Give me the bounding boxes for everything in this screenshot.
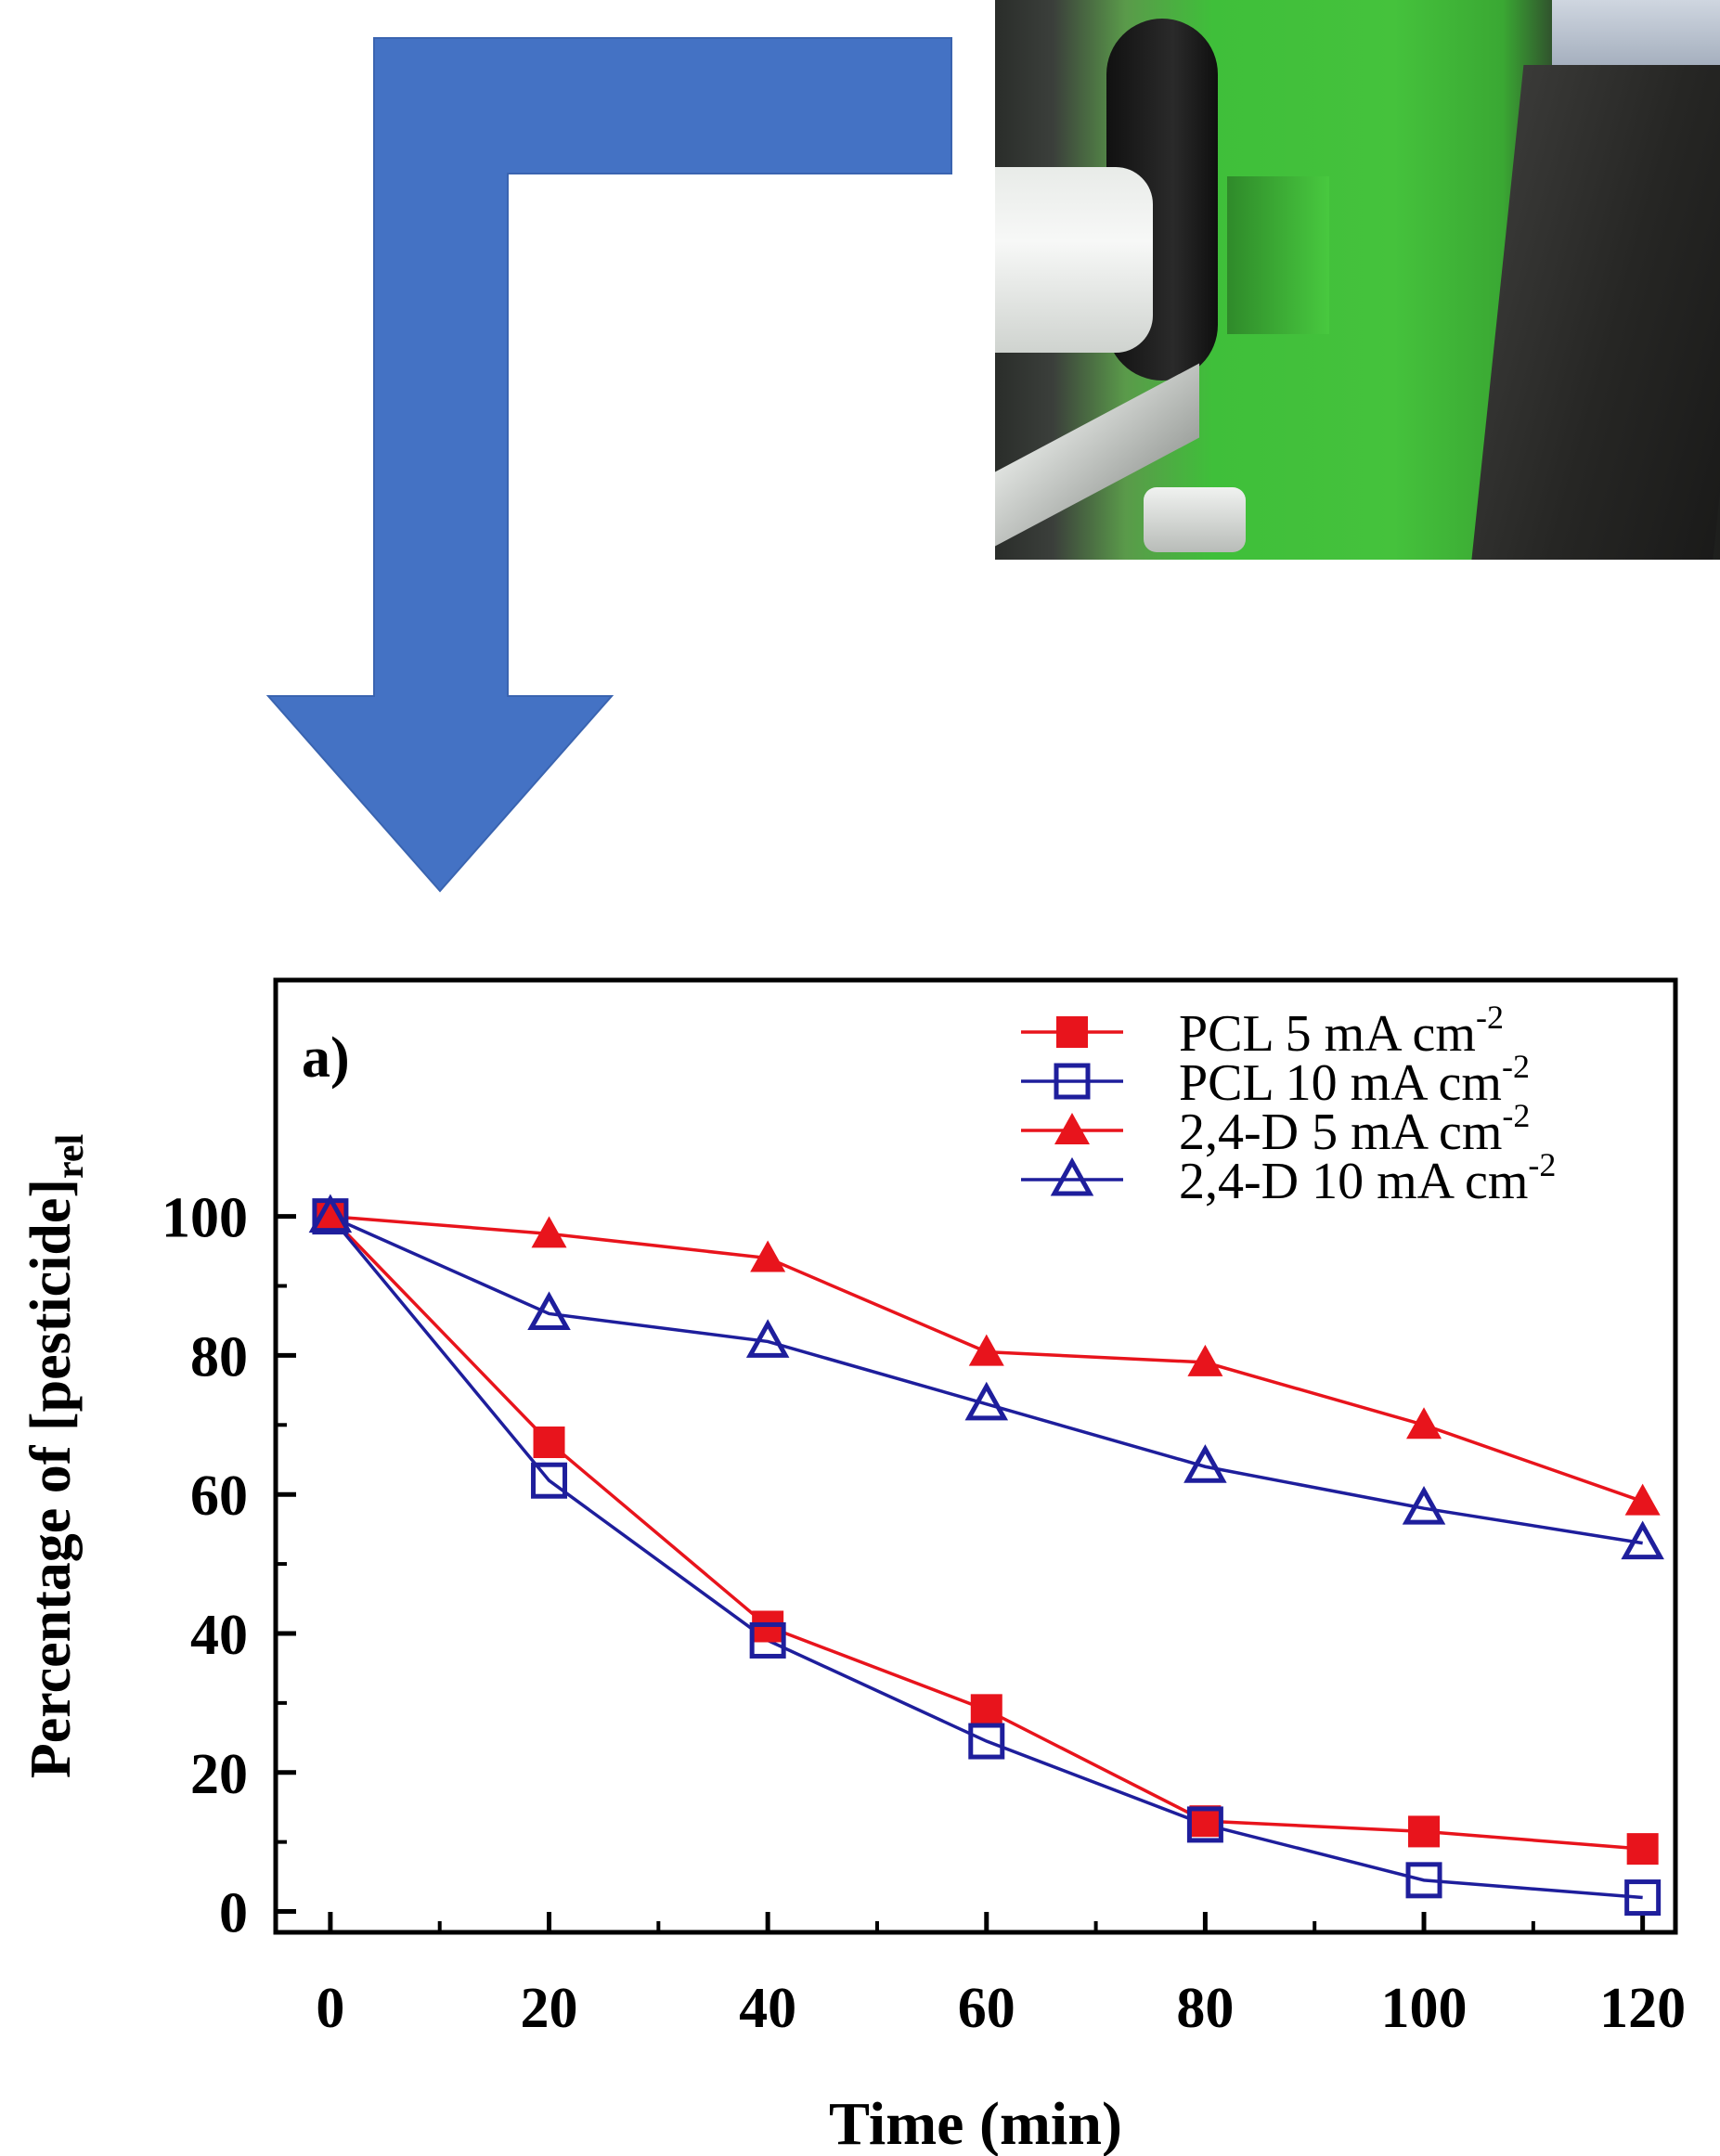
data-point-series-3 [964,1381,1009,1421]
legend-label-superscript: -2 [1476,999,1504,1036]
photo-white-pipe [995,167,1153,353]
series-line-0 [329,1215,1643,1851]
legend-marker [1054,1113,1090,1144]
y-tick-label: 40 [190,1604,248,1667]
data-point-series-1 [531,1462,568,1499]
y-axis-label-main: Percentage of [pesticide] [19,1179,83,1778]
legend-marker [1056,1016,1088,1048]
x-tick-label: 20 [521,1977,578,2040]
data-point-series-2 [750,1240,786,1272]
legend-label-text: PCL 5 mA cm [1179,1005,1476,1063]
legend-label-superscript: -2 [1502,1097,1530,1134]
legend-label: 2,4-D 10 mA cm-2 [1179,1146,1556,1210]
legend-label-superscript: -2 [1528,1146,1556,1183]
x-axis-label: Time (min) [829,2090,1122,2156]
data-point-series-3 [527,1291,571,1330]
x-tick-label: 60 [958,1977,1015,2040]
data-point-series-3 [1402,1486,1446,1525]
x-tick-label: 40 [739,1977,796,2040]
bent-arrow-shape [265,37,952,893]
legend-label: PCL 5 mA cm-2 [1179,999,1504,1063]
data-point-series-3 [1183,1444,1227,1483]
data-point-series-2 [531,1216,567,1248]
legend-marker [1050,1156,1094,1196]
y-axis-label-sub: rel [49,1134,92,1179]
data-point-series-0 [970,1694,1002,1726]
data-point-series-3 [308,1194,353,1233]
data-point-series-1 [1624,1879,1662,1917]
y-axis-label: Percentage of [pesticide]rel [19,1134,92,1778]
data-point-series-0 [1408,1815,1441,1848]
series-line-3 [330,1215,1643,1545]
legend-label: PCL 10 mA cm-2 [1179,1048,1530,1112]
data-point-series-2 [1187,1344,1223,1376]
data-point-series-0 [533,1427,565,1459]
series-lines [329,1214,1644,1900]
y-tick-label: 100 [162,1187,248,1250]
data-point-series-2 [1406,1407,1442,1439]
machine-photo [995,0,1720,560]
x-tick-label: 100 [1381,1977,1468,2040]
data-point-series-2 [968,1334,1004,1366]
data-point-series-3 [1621,1520,1664,1560]
photo-green-slot [1227,176,1329,334]
panel-label: a) [302,1026,350,1090]
legend-label-superscript: -2 [1502,1048,1530,1085]
series-markers [308,1194,1664,1917]
data-point-series-0 [1626,1833,1659,1866]
y-tick-label: 0 [219,1882,248,1945]
legend-label-text: PCL 10 mA cm [1179,1054,1502,1112]
data-point-series-2 [312,1198,348,1231]
y-tick-label: 60 [190,1465,248,1528]
x-tick-label: 0 [316,1977,344,2040]
data-point-series-1 [1405,1862,1442,1899]
data-point-series-1 [1186,1806,1223,1843]
axis-ticks: 0 20 40 60 80 100 120 0 20 40 60 80 100 [162,1187,1686,2040]
data-point-series-1 [968,1723,1005,1760]
legend-label-text: 2,4-D 10 mA cm [1179,1153,1528,1210]
legend-label-text: 2,4-D 5 mA cm [1179,1104,1502,1161]
y-tick-label: 20 [190,1743,248,1806]
x-tick-label: 120 [1599,1977,1686,2040]
legend-label: 2,4-D 5 mA cm-2 [1179,1097,1530,1161]
data-point-series-1 [749,1621,786,1659]
y-tick-label: 80 [190,1325,248,1388]
data-point-series-3 [745,1319,790,1358]
photo-dark-panel [1468,65,1720,560]
bent-arrow-icon [265,37,952,893]
photo-bolt [1144,487,1246,552]
series-line-1 [329,1215,1643,1900]
plot-frame [273,977,1678,1935]
legend-marker [1054,1063,1091,1100]
x-tick-label: 80 [1176,1977,1234,2040]
data-point-series-2 [1624,1483,1661,1516]
